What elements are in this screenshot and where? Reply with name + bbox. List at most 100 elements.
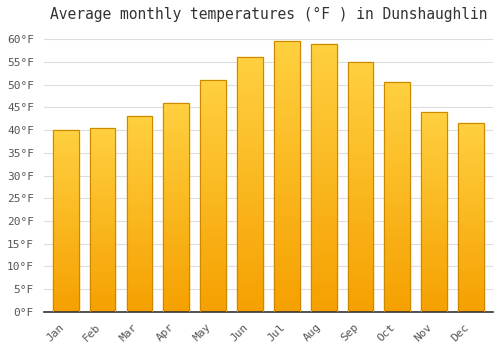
Bar	[274, 117, 299, 122]
Bar	[421, 276, 447, 280]
Bar	[421, 112, 447, 312]
Bar	[421, 248, 447, 252]
Bar	[53, 239, 78, 243]
Bar	[421, 144, 447, 148]
Bar	[310, 44, 336, 312]
Bar	[421, 232, 447, 236]
Bar	[458, 184, 484, 187]
Bar	[200, 131, 226, 136]
Bar	[90, 161, 116, 164]
Bar	[348, 207, 374, 212]
Bar	[237, 154, 263, 159]
Bar	[310, 49, 336, 55]
Bar	[237, 292, 263, 297]
Bar	[421, 268, 447, 272]
Bar	[126, 292, 152, 296]
Bar	[200, 196, 226, 201]
Bar	[310, 87, 336, 92]
Bar	[421, 244, 447, 248]
Bar	[274, 301, 299, 307]
Bar	[90, 227, 116, 231]
Bar	[310, 307, 336, 312]
Bar	[274, 307, 299, 312]
Bar	[164, 283, 189, 287]
Bar	[310, 242, 336, 247]
Bar	[53, 268, 78, 272]
Bar	[126, 148, 152, 152]
Bar	[421, 188, 447, 192]
Bar	[458, 153, 484, 157]
Bar	[126, 117, 152, 312]
Bar	[274, 258, 299, 263]
Bar	[53, 232, 78, 236]
Bar	[90, 238, 116, 242]
Bar	[126, 124, 152, 128]
Bar	[458, 240, 484, 244]
Bar	[384, 170, 410, 174]
Bar	[164, 128, 189, 132]
Bar	[200, 224, 226, 229]
Bar	[458, 274, 484, 278]
Bar	[310, 44, 336, 49]
Bar	[90, 154, 116, 157]
Bar	[126, 140, 152, 144]
Bar	[421, 220, 447, 224]
Bar	[200, 126, 226, 131]
Bar	[348, 277, 374, 282]
Bar	[274, 171, 299, 177]
Bar	[237, 124, 263, 129]
Bar	[274, 231, 299, 236]
Bar	[458, 180, 484, 184]
Bar	[458, 206, 484, 210]
Bar	[164, 132, 189, 136]
Bar	[274, 155, 299, 160]
Bar	[310, 130, 336, 135]
Bar	[53, 130, 78, 312]
Bar	[458, 218, 484, 222]
Bar	[126, 253, 152, 257]
Bar	[310, 108, 336, 113]
Bar	[384, 266, 410, 271]
Bar	[310, 194, 336, 199]
Bar	[53, 148, 78, 152]
Bar	[458, 282, 484, 286]
Bar	[237, 149, 263, 154]
Bar	[274, 133, 299, 139]
Bar	[237, 236, 263, 241]
Bar	[53, 155, 78, 159]
Bar	[53, 243, 78, 246]
Bar	[164, 249, 189, 253]
Bar	[164, 208, 189, 211]
Bar	[126, 296, 152, 300]
Title: Average monthly temperatures (°F ) in Dunshaughlin: Average monthly temperatures (°F ) in Du…	[50, 7, 487, 22]
Bar	[90, 286, 116, 290]
Bar	[126, 288, 152, 292]
Bar	[421, 200, 447, 204]
Bar	[274, 296, 299, 301]
Bar	[200, 298, 226, 303]
Bar	[126, 167, 152, 171]
Bar	[458, 267, 484, 271]
Bar	[310, 189, 336, 194]
Bar	[237, 241, 263, 246]
Bar	[237, 98, 263, 103]
Bar	[237, 83, 263, 88]
Bar	[164, 103, 189, 312]
Bar	[237, 88, 263, 93]
Bar	[274, 79, 299, 85]
Bar	[274, 106, 299, 112]
Bar	[237, 113, 263, 118]
Bar	[384, 188, 410, 193]
Bar	[90, 168, 116, 172]
Bar	[384, 174, 410, 179]
Bar	[384, 179, 410, 183]
Bar	[126, 155, 152, 160]
Bar	[53, 137, 78, 141]
Bar	[90, 176, 116, 179]
Bar	[53, 163, 78, 167]
Bar	[348, 152, 374, 157]
Bar	[348, 122, 374, 127]
Bar	[126, 222, 152, 226]
Bar	[458, 233, 484, 237]
Bar	[200, 108, 226, 113]
